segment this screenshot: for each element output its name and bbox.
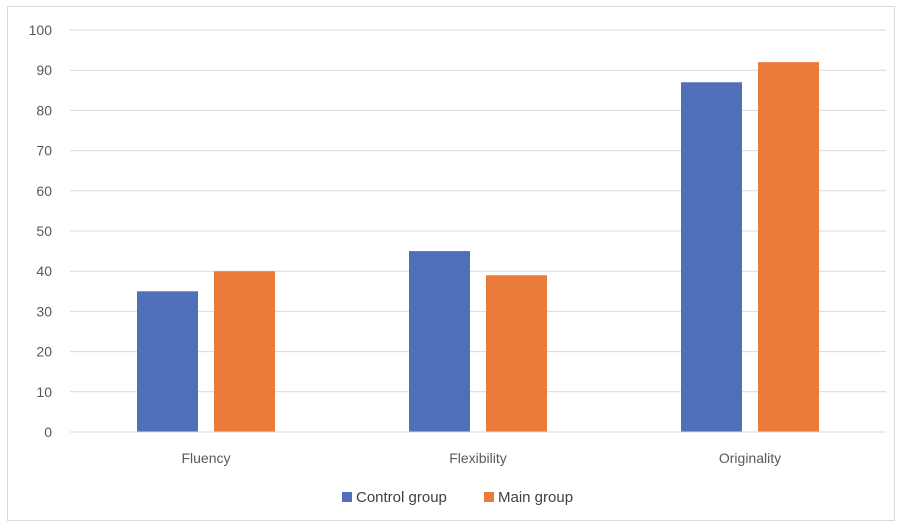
bar-control-group-originality — [681, 82, 742, 432]
y-tick-label: 60 — [36, 183, 52, 199]
y-tick-label: 70 — [36, 143, 52, 159]
bar-control-group-flexibility — [409, 251, 470, 432]
legend-swatch — [342, 492, 352, 502]
x-axis-ticks: Fluency Flexibility Originality — [181, 450, 781, 466]
y-tick-label: 0 — [44, 424, 52, 440]
gridlines — [70, 29, 886, 393]
legend-swatch — [484, 492, 494, 502]
bar-main-group-flexibility — [486, 275, 547, 432]
legend-label: Main group — [498, 489, 573, 506]
bar-control-group-fluency — [137, 291, 198, 432]
x-tick-label: Fluency — [181, 450, 230, 466]
bar-main-group-originality — [758, 62, 819, 432]
legend: Control group Main group — [342, 489, 573, 506]
y-axis-ticks: 0 10 20 30 40 50 60 70 80 90 100 — [29, 22, 53, 440]
x-tick-label: Flexibility — [449, 450, 507, 466]
legend-item-control-group: Control group — [342, 489, 447, 506]
y-tick-label: 10 — [36, 384, 52, 400]
legend-label: Control group — [356, 489, 447, 506]
y-tick-label: 50 — [36, 223, 52, 239]
y-tick-label: 80 — [36, 102, 52, 118]
y-tick-label: 100 — [29, 22, 53, 38]
x-tick-label: Originality — [719, 450, 781, 466]
bar-main-group-fluency — [214, 271, 275, 432]
y-tick-label: 20 — [36, 344, 52, 360]
y-tick-label: 90 — [36, 62, 52, 78]
bars — [137, 62, 819, 432]
y-tick-label: 30 — [36, 303, 52, 319]
y-tick-label: 40 — [36, 263, 52, 279]
legend-item-main-group: Main group — [484, 489, 573, 506]
